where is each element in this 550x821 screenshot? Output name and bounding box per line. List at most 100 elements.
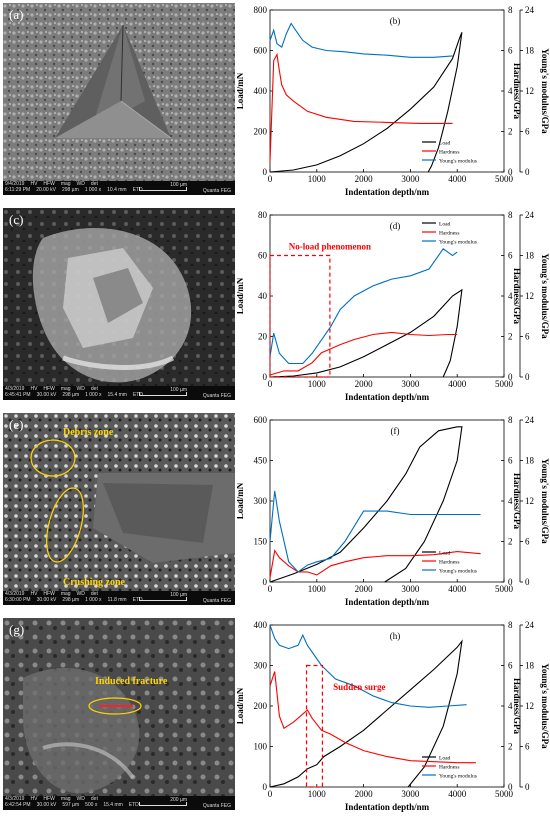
y2-tick-label: 0 (508, 167, 513, 177)
panel-label: (d) (390, 221, 401, 231)
y2-tick-label: 0 (508, 782, 513, 792)
sem-micrograph (3, 3, 235, 195)
panel-label: (g) (9, 622, 25, 637)
chart-b: 0 1000 2000 3000 4000 5000 0 200 400 600 800 0 2 4 6 8 0… (237, 0, 550, 205)
y-tick-label: 0 (263, 782, 268, 792)
y3-tick-label: 0 (525, 372, 530, 382)
figure-row-4: Induced fracture (g) 4/3/2019 HV HFW mag WD d… (0, 615, 550, 820)
figure-row-3: Debris zone Crushing zone (e) 4/3/2019 HV… (0, 410, 550, 615)
y2-tick-label: 4 (508, 291, 513, 301)
x-tick-label: 2000 (355, 789, 374, 799)
induced-fracture-label: Induced fracture (95, 676, 168, 687)
x-axis-label: Indentation depth/nm (345, 392, 430, 402)
scale-label: 100 µm (170, 182, 187, 188)
y-tick-label: 200 (254, 127, 268, 137)
y3-tick-label: 6 (525, 332, 530, 342)
y3-tick-label: 18 (525, 456, 535, 466)
y3-tick-label: 0 (525, 577, 530, 587)
legend-label: Young's modulus (439, 159, 477, 165)
y-tick-label: 800 (254, 5, 268, 15)
y3-tick-label: 18 (525, 661, 535, 671)
y-axis-label: Load/mN (237, 482, 245, 519)
annotation-label: Sudden surge (333, 682, 385, 692)
y2-axis-label: Hardness/GPa (512, 473, 522, 530)
y2-tick-label: 4 (508, 496, 513, 506)
y-tick-label: 300 (254, 661, 268, 671)
y-tick-label: 80 (258, 210, 268, 220)
debris-zone-label: Debris zone (63, 427, 114, 438)
chart-svg: 0 1000 2000 3000 4000 50000100200300400024680… (237, 620, 550, 812)
y3-tick-label: 18 (525, 46, 535, 56)
x-tick-label: 1000 (308, 789, 327, 799)
y3-tick-label: 18 (525, 251, 535, 261)
x-tick-label: 4000 (448, 379, 467, 389)
series-line-hardness (269, 52, 453, 162)
no-load-highlight-box (269, 254, 331, 378)
y3-tick-label: 6 (525, 537, 530, 547)
x-tick-label: 2000 (355, 584, 374, 594)
sudden-surge-highlight-box (305, 664, 324, 788)
x-tick-label: 0 (268, 789, 273, 799)
chart-d: 0 1000 2000 3000 4000 5000 0 20 40 60 80 0 2 4 6 8 0 6 12 1… (237, 205, 550, 410)
legend-label: Young's modulus (439, 774, 477, 780)
y-tick-label: 600 (254, 415, 268, 425)
y2-tick-label: 8 (508, 210, 513, 220)
x-tick-label: 4000 (448, 789, 467, 799)
y2-tick-label: 6 (508, 46, 513, 56)
y2-tick-label: 2 (508, 742, 513, 752)
y-tick-label: 20 (258, 332, 268, 342)
y3-tick-label: 6 (525, 742, 530, 752)
chart-f: 0 1000 2000 3000 4000 5000 0 150 300 450 600 0 2 4 6 8 0… (237, 410, 550, 615)
legend-label: Hardness (439, 765, 459, 771)
y-axis-label: Load/mN (237, 72, 245, 109)
figure-row-2: (c) 4/3/2019 HV HFW mag WD det 6:45:41 PM 30.0… (0, 205, 550, 410)
y-axis-label: Load/mN (237, 687, 245, 724)
legend-label: Load (439, 141, 451, 147)
sem-image-c: (c) 4/3/2019 HV HFW mag WD det 6:45:41 PM 30.0… (3, 208, 235, 400)
y2-tick-label: 4 (508, 701, 513, 711)
x-tick-label: 3000 (401, 789, 420, 799)
x-tick-label: 1000 (308, 584, 327, 594)
y3-tick-label: 24 (525, 620, 535, 630)
y-tick-label: 600 (254, 46, 268, 56)
y2-tick-label: 2 (508, 127, 513, 137)
annotation-label: No-load phenomenon (289, 241, 371, 251)
y-axis-label: Load/mN (237, 277, 245, 314)
x-tick-label: 3000 (401, 379, 420, 389)
y-tick-label: 400 (254, 86, 268, 96)
y-tick-label: 0 (263, 372, 268, 382)
panel-label: (e) (9, 417, 24, 432)
y-tick-label: 150 (254, 537, 268, 547)
y3-tick-label: 24 (525, 5, 535, 15)
y3-tick-label: 6 (525, 127, 530, 137)
debris-zone-outline (30, 439, 76, 477)
y2-tick-label: 2 (508, 332, 513, 342)
panel-label: (h) (390, 631, 401, 641)
sem-info-bar: 4/3/2019 HV HFW mag WD det 6:30:00 PM 30.00 kV… (3, 591, 235, 605)
series-line-hardness (269, 671, 476, 764)
sem-micrograph: Debris zone Crushing zone (3, 413, 235, 605)
chart-h: 0 1000 2000 3000 4000 5000 0 100 200 300 400 0 2 4 6 8 0… (237, 615, 550, 820)
y2-tick-label: 8 (508, 415, 513, 425)
panel-label: (c) (9, 212, 24, 227)
sem-info-bar: 9/4/2019 HV HFW mag WD det 6:11:29 PM 20.00 kV… (3, 181, 235, 195)
figure-row-1: (a) 9/4/2019 HV HFW mag WD det 6:11:29 PM 20.0… (0, 0, 550, 205)
x-tick-label: 1000 (308, 379, 327, 389)
scale-label: 100 µm (170, 592, 187, 598)
instrument-label: Quanta FEG (202, 803, 231, 809)
panel-label: (a) (9, 7, 24, 22)
y3-tick-label: 12 (525, 496, 534, 506)
y2-tick-label: 0 (508, 577, 513, 587)
legend-label: Load (439, 756, 451, 762)
panel-label: (b) (390, 16, 401, 26)
x-axis-label: Indentation depth/nm (345, 802, 430, 812)
chart-svg: 0 1000 2000 3000 4000 50000204060800246806121… (237, 210, 550, 402)
y-tick-label: 400 (254, 620, 268, 630)
y-tick-label: 300 (254, 496, 268, 506)
y3-axis-label: Young's modulus/GPa (540, 48, 550, 134)
legend-label: Hardness (439, 150, 459, 156)
y2-tick-label: 8 (508, 5, 513, 15)
series-line-load (269, 426, 463, 583)
y2-tick-label: 0 (508, 372, 513, 382)
y-tick-label: 450 (254, 456, 268, 466)
